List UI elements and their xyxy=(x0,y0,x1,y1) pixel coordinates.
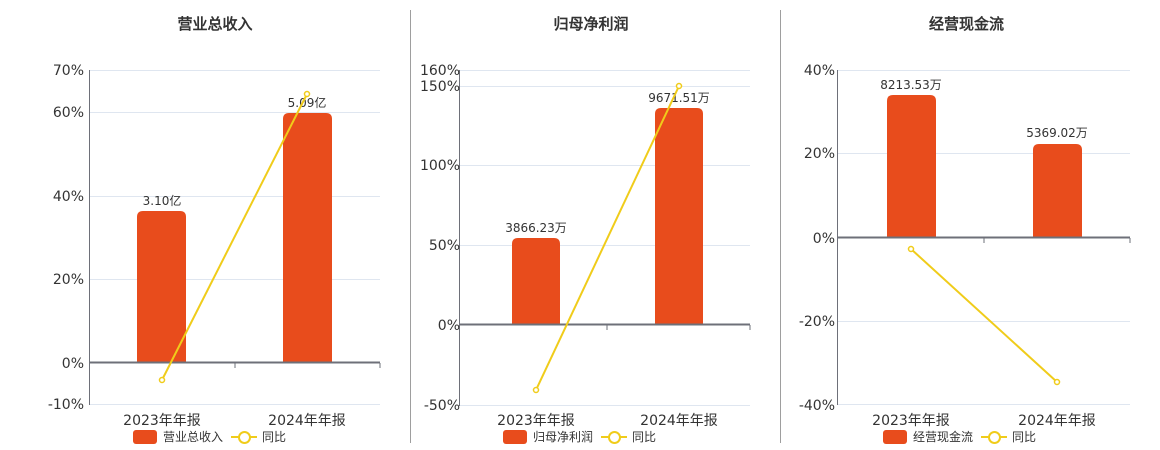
legend-bar-label: 经营现金流 xyxy=(913,430,974,444)
svg-text:100%: 100% xyxy=(420,158,460,174)
svg-text:2024年年报: 2024年年报 xyxy=(268,413,346,429)
svg-text:2023年年报: 2023年年报 xyxy=(497,413,575,429)
svg-text:70%: 70% xyxy=(53,63,84,79)
y-axis-labels: 40% 20% 0% -20% -40% xyxy=(799,63,835,414)
bar-2024 xyxy=(1033,144,1082,238)
legend-line-label: 同比 xyxy=(1012,430,1037,444)
svg-text:40%: 40% xyxy=(53,189,84,205)
x-axis-labels: 2023年年报 2024年年报 xyxy=(123,413,346,429)
legend-bar-swatch xyxy=(883,429,907,444)
bar-2023 xyxy=(887,95,936,238)
svg-text:0%: 0% xyxy=(438,318,460,334)
chart-panel-net-profit: 归母净利润 160% 150% 100% 50% 0% -50% 3866.23… xyxy=(411,0,781,450)
yoy-line xyxy=(535,85,680,391)
svg-text:2024年年报: 2024年年报 xyxy=(640,413,718,429)
bar-label: 9671.51万 xyxy=(648,91,710,105)
legend-bar-label: 营业总收入 xyxy=(163,430,224,444)
legend-line-icon xyxy=(231,430,258,444)
legend[interactable]: 营业总收入 同比 xyxy=(133,428,286,445)
legend-line-icon xyxy=(981,430,1008,444)
divider xyxy=(780,10,781,443)
chart-panel-operating-cash-flow: 经营现金流 40% 20% 0% -20% -40% 8213.53万 5369… xyxy=(781,0,1160,450)
chart-plot: 70% 60% 40% 20% 0% -10% 3.10亿 5.09亿 2023… xyxy=(48,63,381,429)
chart-panel-revenue: 营业总收入 70% 60% 40% 20% 0% -10% 3.10亿 xyxy=(0,0,410,450)
chart-title: 归母净利润 xyxy=(553,15,629,33)
svg-text:-20%: -20% xyxy=(799,314,835,330)
chart-plot: 160% 150% 100% 50% 0% -50% 3866.23万 9671… xyxy=(420,63,751,429)
bar-label: 3.10亿 xyxy=(143,193,182,208)
svg-text:160%: 160% xyxy=(420,63,460,79)
y-axis-labels: 160% 150% 100% 50% 0% -50% xyxy=(420,63,460,414)
svg-text:-50%: -50% xyxy=(424,398,460,414)
svg-text:20%: 20% xyxy=(804,146,835,162)
yoy-line xyxy=(161,93,308,381)
legend-line-label: 同比 xyxy=(632,430,657,444)
svg-text:40%: 40% xyxy=(804,63,835,79)
chart-title: 经营现金流 xyxy=(928,15,1004,33)
legend-bar-swatch xyxy=(503,429,527,444)
svg-text:-40%: -40% xyxy=(799,398,835,414)
y-axis-labels: 70% 60% 40% 20% 0% -10% xyxy=(48,63,84,413)
svg-text:20%: 20% xyxy=(53,272,84,288)
legend-bar-label: 归母净利润 xyxy=(533,430,594,444)
divider xyxy=(410,10,411,443)
svg-text:50%: 50% xyxy=(429,238,460,254)
chart-plot: 40% 20% 0% -20% -40% 8213.53万 5369.02万 2… xyxy=(799,63,1131,429)
svg-text:2024年年报: 2024年年报 xyxy=(1018,413,1096,429)
svg-text:2023年年报: 2023年年报 xyxy=(123,413,201,429)
legend[interactable]: 经营现金流 同比 xyxy=(883,428,1036,445)
legend-line-icon xyxy=(601,430,628,444)
bar-label: 5369.02万 xyxy=(1026,126,1088,140)
bar-2024 xyxy=(655,108,703,325)
bar-2023 xyxy=(512,238,560,325)
bar-2024 xyxy=(283,113,332,363)
legend-bar-swatch xyxy=(133,429,157,444)
bar-label: 5.09亿 xyxy=(288,95,327,110)
yoy-line xyxy=(910,248,1058,383)
legend[interactable]: 归母净利润 同比 xyxy=(503,428,656,445)
chart-title: 营业总收入 xyxy=(177,15,253,33)
svg-text:-10%: -10% xyxy=(48,397,84,413)
svg-text:2023年年报: 2023年年报 xyxy=(872,413,950,429)
bar-2023 xyxy=(137,211,186,363)
svg-text:60%: 60% xyxy=(53,105,84,121)
svg-text:150%: 150% xyxy=(420,79,460,95)
bar-label: 8213.53万 xyxy=(880,78,942,92)
svg-text:0%: 0% xyxy=(62,356,84,372)
svg-text:0%: 0% xyxy=(813,231,835,247)
bar-label: 3866.23万 xyxy=(505,221,567,235)
legend-line-label: 同比 xyxy=(262,430,287,444)
x-axis-labels: 2023年年报 2024年年报 xyxy=(872,413,1096,429)
x-axis-labels: 2023年年报 2024年年报 xyxy=(497,413,718,429)
